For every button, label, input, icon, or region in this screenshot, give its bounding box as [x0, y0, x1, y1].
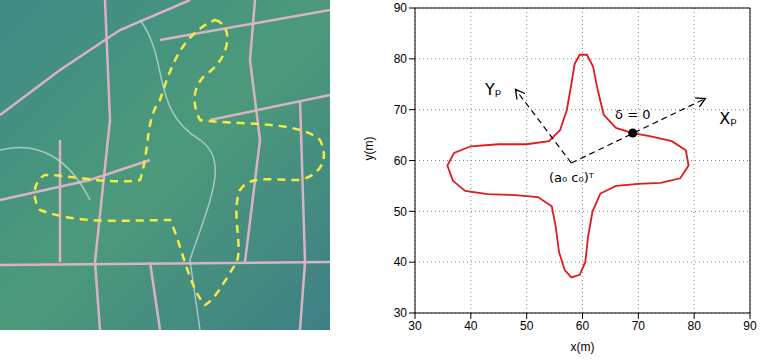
svg-text:90: 90 — [394, 1, 408, 15]
svg-text:40: 40 — [394, 255, 408, 269]
svg-text:δ = 0: δ = 0 — [615, 107, 650, 122]
svg-text:x(m): x(m) — [571, 340, 595, 354]
svg-text:30: 30 — [394, 306, 408, 320]
svg-text:60: 60 — [576, 319, 590, 333]
svg-text:80: 80 — [394, 52, 408, 66]
svg-text:Xₚ: Xₚ — [719, 109, 737, 128]
svg-text:70: 70 — [394, 103, 408, 117]
svg-text:90: 90 — [743, 319, 757, 333]
svg-text:(a₀ c₀)ᵀ: (a₀ c₀)ᵀ — [549, 170, 595, 185]
svg-text:40: 40 — [464, 319, 478, 333]
svg-text:70: 70 — [632, 319, 646, 333]
svg-text:60: 60 — [394, 154, 408, 168]
svg-text:y(m): y(m) — [362, 137, 376, 161]
svg-text:50: 50 — [520, 319, 534, 333]
svg-text:80: 80 — [687, 319, 701, 333]
svg-text:50: 50 — [394, 205, 408, 219]
svg-text:Yₚ: Yₚ — [484, 80, 502, 99]
svg-text:30: 30 — [408, 319, 422, 333]
